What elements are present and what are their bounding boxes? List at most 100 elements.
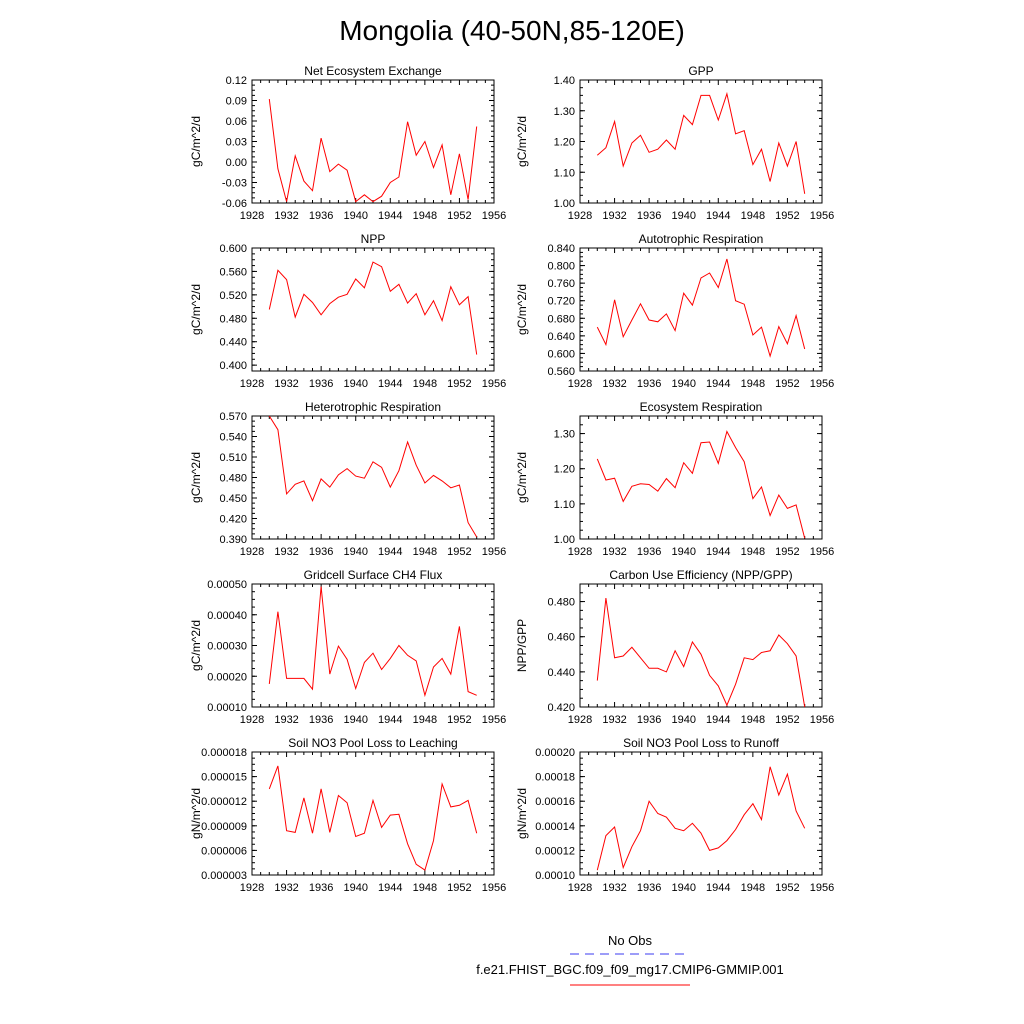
y-tick-label: 0.720 [547, 296, 575, 308]
plot-frame [251, 79, 495, 204]
main-title: Mongolia (40-50N,85-120E) [339, 15, 685, 46]
y-tick-label: 1.20 [554, 137, 575, 149]
x-tick-label: 1944 [706, 882, 730, 894]
x-tick-label: 1940 [671, 378, 695, 390]
y-tick-label: 0.840 [547, 243, 575, 255]
y-axis-label: gN/m^2/d [189, 788, 203, 839]
x-tick-label: 1936 [309, 210, 333, 222]
x-tick-label: 1928 [240, 714, 264, 726]
x-tick-label: 1936 [637, 714, 661, 726]
series-line [268, 765, 478, 871]
y-tick-label: 0.00050 [207, 579, 247, 591]
y-tick-label: 1.30 [554, 429, 575, 441]
y-tick-label: 0.440 [547, 667, 575, 679]
y-tick-label: 0.06 [226, 116, 247, 128]
x-tick-label: 1956 [810, 714, 834, 726]
series-line [596, 430, 806, 539]
x-tick-label: 1940 [671, 210, 695, 222]
y-tick-label: 0.000003 [201, 870, 247, 882]
y-tick-label: 0.03 [226, 137, 247, 149]
y-tick-label: 0.00020 [207, 671, 247, 683]
y-tick-label: 0.000012 [201, 796, 247, 808]
panel-title: NPP [361, 232, 386, 246]
x-tick-label: 1940 [671, 714, 695, 726]
x-tick-label: 1956 [482, 210, 506, 222]
x-tick-label: 1936 [309, 882, 333, 894]
y-tick-label: 0.420 [219, 514, 247, 526]
y-tick-label: 0.760 [547, 278, 575, 290]
x-tick-label: 1928 [568, 210, 592, 222]
x-tick-label: 1952 [447, 210, 471, 222]
panel-heterotrophic-respiration: Heterotrophic Respiration 1928 1932 1936 194… [189, 400, 506, 558]
x-tick-label: 1932 [602, 210, 626, 222]
panel-net-ecosystem-exchange: Net Ecosystem Exchange 1928 1932 1936 1940 19… [189, 64, 506, 222]
x-tick-label: 1936 [637, 546, 661, 558]
plot-frame [251, 415, 495, 540]
y-tick-label: 1.30 [554, 106, 575, 118]
x-tick-label: 1952 [775, 546, 799, 558]
y-tick-label: 0.000015 [201, 772, 247, 784]
y-tick-label: 0.400 [219, 360, 247, 372]
y-axis-label: gN/m^2/d [515, 788, 529, 839]
y-tick-label: 0.540 [219, 432, 247, 444]
y-tick-label: 1.40 [554, 75, 575, 87]
plot-frame [579, 583, 823, 708]
x-tick-label: 1956 [810, 210, 834, 222]
x-tick-label: 1948 [741, 882, 765, 894]
y-tick-label: 0.00010 [207, 702, 247, 714]
y-tick-label: 0.00040 [207, 610, 247, 622]
y-axis-label: gC/m^2/d [515, 116, 529, 167]
y-tick-label: 0.800 [547, 261, 575, 273]
x-tick-label: 1948 [741, 714, 765, 726]
x-tick-label: 1928 [240, 882, 264, 894]
x-tick-label: 1956 [482, 546, 506, 558]
x-tick-label: 1928 [568, 882, 592, 894]
y-tick-label: 0.12 [226, 75, 247, 87]
y-tick-label: 0.510 [219, 452, 247, 464]
x-tick-label: 1928 [568, 378, 592, 390]
y-tick-label: 0.390 [219, 534, 247, 546]
x-tick-label: 1948 [413, 210, 437, 222]
panel-title: Autotrophic Respiration [639, 232, 764, 246]
x-tick-label: 1940 [343, 210, 367, 222]
y-tick-label: 0.000009 [201, 821, 247, 833]
plot-frame [579, 79, 823, 204]
x-tick-label: 1952 [447, 714, 471, 726]
y-tick-label: 0.450 [219, 493, 247, 505]
x-tick-label: 1952 [447, 378, 471, 390]
x-tick-label: 1952 [775, 882, 799, 894]
panel-soil-no3-pool-loss-to-runoff: Soil NO3 Pool Loss to Runoff 1928 1932 1936… [515, 736, 834, 894]
plot-frame [579, 751, 823, 876]
x-tick-label: 1932 [602, 882, 626, 894]
x-tick-label: 1936 [309, 714, 333, 726]
y-tick-label: 1.10 [554, 167, 575, 179]
x-tick-label: 1928 [240, 378, 264, 390]
y-tick-label: 1.10 [554, 499, 575, 511]
plot-frame [251, 247, 495, 372]
plot-frame [579, 415, 823, 540]
x-tick-label: 1936 [309, 378, 333, 390]
x-tick-label: 1948 [741, 378, 765, 390]
x-tick-label: 1932 [274, 546, 298, 558]
x-tick-label: 1952 [775, 210, 799, 222]
x-tick-label: 1940 [671, 882, 695, 894]
series-line [268, 416, 478, 538]
x-tick-label: 1948 [413, 546, 437, 558]
x-tick-label: 1940 [343, 546, 367, 558]
y-tick-label: 0.00 [226, 157, 247, 169]
panel-carbon-use-efficiency-npp-gpp: Carbon Use Efficiency (NPP/GPP) 1928 1932 1… [515, 568, 834, 726]
y-tick-label: 0.000018 [201, 747, 247, 759]
panel-title: Soil NO3 Pool Loss to Leaching [288, 736, 457, 750]
y-axis-label: gC/m^2/d [189, 452, 203, 503]
series-line [268, 99, 478, 203]
panel-autotrophic-respiration: Autotrophic Respiration 1928 1932 1936 1940 1… [515, 232, 834, 390]
legend: No Obs f.e21.FHIST_BGC.f09_f09_mg17.CMIP… [476, 933, 784, 986]
series-line [596, 598, 806, 707]
y-axis-label: NPP/GPP [515, 619, 529, 672]
y-tick-label: 1.00 [554, 534, 575, 546]
x-tick-label: 1944 [706, 546, 730, 558]
y-tick-label: 0.00030 [207, 641, 247, 653]
panels: Net Ecosystem Exchange 1928 1932 1936 1940 19… [189, 64, 834, 894]
x-tick-label: 1940 [343, 714, 367, 726]
y-axis-label: gC/m^2/d [189, 284, 203, 335]
